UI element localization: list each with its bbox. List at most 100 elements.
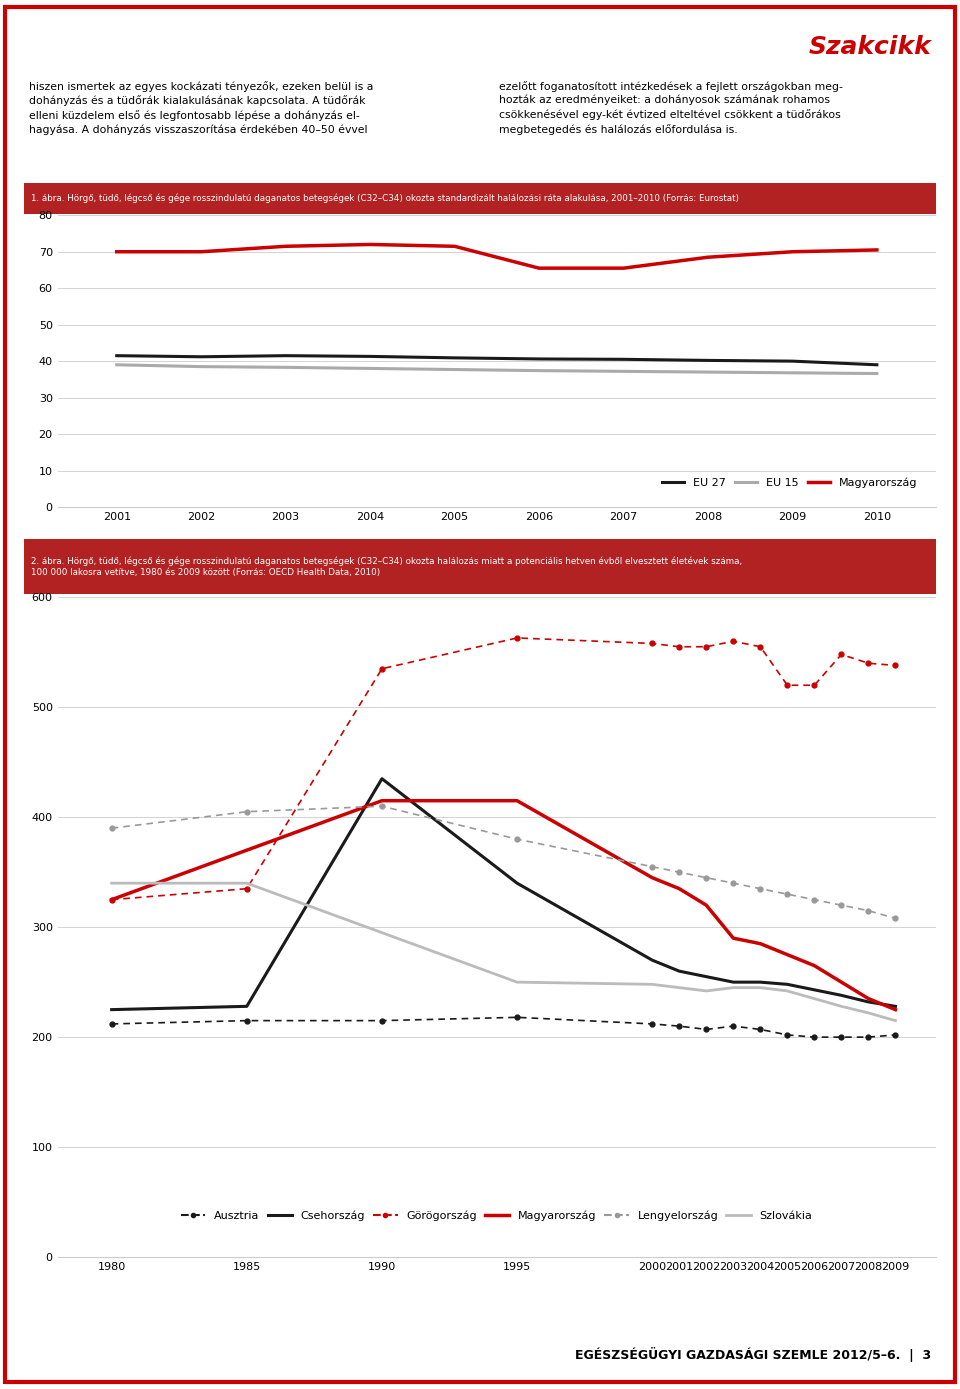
Magyarország: [111, 243, 123, 260]
Görögország: [376, 660, 388, 676]
Csehország: [646, 951, 658, 968]
Lengyelország: [808, 892, 820, 908]
Line: Szlovákia: Szlovákia: [111, 883, 896, 1021]
EU 15: [111, 357, 123, 374]
Csehország: [728, 974, 739, 990]
Lengyelország: [835, 897, 847, 914]
Lengyelország: [863, 903, 875, 920]
Magyarország: [863, 990, 875, 1007]
Ausztria: [781, 1026, 793, 1043]
Lengyelország: [674, 864, 685, 881]
Line: Magyarország: Magyarország: [117, 244, 876, 268]
EU 27: [702, 351, 713, 368]
EU 27: [533, 350, 544, 367]
Text: Szakcikk: Szakcikk: [808, 35, 931, 58]
Ausztria: [646, 1015, 658, 1032]
Csehország: [808, 982, 820, 999]
Text: hiszen ismertek az egyes kockázati tényezők, ezeken belül is a
dohányzás és a tü: hiszen ismertek az egyes kockázati ténye…: [29, 81, 373, 135]
Görögország: [890, 657, 901, 674]
Text: EGÉSZSÉGÜGYI GAZDASÁGI SZEMLE 2012/5–6.  |  3: EGÉSZSÉGÜGYI GAZDASÁGI SZEMLE 2012/5–6. …: [575, 1347, 931, 1361]
EU 15: [280, 358, 292, 375]
Ausztria: [376, 1013, 388, 1029]
Görögország: [728, 633, 739, 650]
Magyarország: [674, 881, 685, 897]
Csehország: [890, 997, 901, 1014]
Csehország: [863, 993, 875, 1010]
Line: Ausztria: Ausztria: [109, 1015, 898, 1039]
Magyarország: [835, 974, 847, 990]
EU 27: [280, 347, 292, 364]
Text: 1. ábra. Hörgő, tüdő, légcső és gége rosszindulatú daganatos betegségek (C32–C34: 1. ábra. Hörgő, tüdő, légcső és gége ros…: [32, 194, 739, 203]
Line: Csehország: Csehország: [111, 779, 896, 1010]
Csehország: [376, 771, 388, 788]
Ausztria: [674, 1018, 685, 1035]
Szlovákia: [106, 875, 117, 892]
Magyarország: [701, 897, 712, 914]
Csehország: [674, 963, 685, 979]
EU 15: [196, 358, 207, 375]
Magyarország: [646, 870, 658, 886]
EU 15: [449, 361, 461, 378]
Szlovákia: [781, 982, 793, 999]
EU 27: [449, 350, 461, 367]
Magyarország: [871, 242, 882, 258]
EU 15: [786, 364, 798, 381]
Szlovákia: [376, 924, 388, 940]
Szlovákia: [890, 1013, 901, 1029]
Ausztria: [106, 1015, 117, 1032]
Görögország: [781, 676, 793, 693]
EU 27: [196, 349, 207, 365]
Ausztria: [512, 1008, 523, 1025]
Ausztria: [241, 1013, 252, 1029]
Line: EU 27: EU 27: [117, 356, 876, 365]
Lengyelország: [646, 858, 658, 875]
Ausztria: [808, 1029, 820, 1046]
Csehország: [835, 988, 847, 1004]
Szlovákia: [241, 875, 252, 892]
Csehország: [781, 976, 793, 993]
EU 27: [617, 351, 629, 368]
Magyarország: [449, 238, 461, 254]
Magyarország: [786, 243, 798, 260]
Szlovákia: [835, 997, 847, 1014]
EU 27: [111, 347, 123, 364]
Ausztria: [728, 1018, 739, 1035]
Görögország: [863, 656, 875, 672]
Görögország: [674, 639, 685, 656]
Magyarország: [512, 792, 523, 808]
EU 27: [786, 353, 798, 369]
Legend: Ausztria, Csehország, Görögország, Magyarország, Lengyelország, Szlovákia: Ausztria, Csehország, Görögország, Magya…: [177, 1206, 817, 1225]
Csehország: [701, 968, 712, 985]
Görögország: [646, 635, 658, 651]
Ausztria: [890, 1026, 901, 1043]
Lengyelország: [755, 881, 766, 897]
Görögország: [106, 892, 117, 908]
Magyarország: [702, 249, 713, 265]
EU 15: [702, 364, 713, 381]
Görögország: [241, 881, 252, 897]
EU 27: [365, 349, 376, 365]
Szlovákia: [755, 979, 766, 996]
Ausztria: [755, 1021, 766, 1038]
Line: Görögország: Görögország: [109, 636, 898, 901]
Görögország: [701, 639, 712, 656]
EU 15: [617, 363, 629, 379]
Szlovákia: [512, 974, 523, 990]
Legend: EU 27, EU 15, Magyarország: EU 27, EU 15, Magyarország: [658, 474, 922, 493]
Magyarország: [890, 1001, 901, 1018]
Magyarország: [280, 238, 292, 254]
Magyarország: [376, 792, 388, 808]
Ausztria: [701, 1021, 712, 1038]
Csehország: [106, 1001, 117, 1018]
Csehország: [755, 974, 766, 990]
Csehország: [241, 997, 252, 1014]
Magyarország: [365, 236, 376, 253]
Magyarország: [196, 243, 207, 260]
Lengyelország: [241, 803, 252, 820]
Text: 2. ábra. Hörgő, tüdő, légcső és gége rosszindulatú daganatos betegségek (C32–C34: 2. ábra. Hörgő, tüdő, légcső és gége ros…: [32, 556, 742, 578]
Szlovákia: [646, 976, 658, 993]
Görögország: [512, 629, 523, 646]
EU 27: [871, 357, 882, 374]
Szlovákia: [808, 990, 820, 1007]
Magyarország: [755, 935, 766, 951]
